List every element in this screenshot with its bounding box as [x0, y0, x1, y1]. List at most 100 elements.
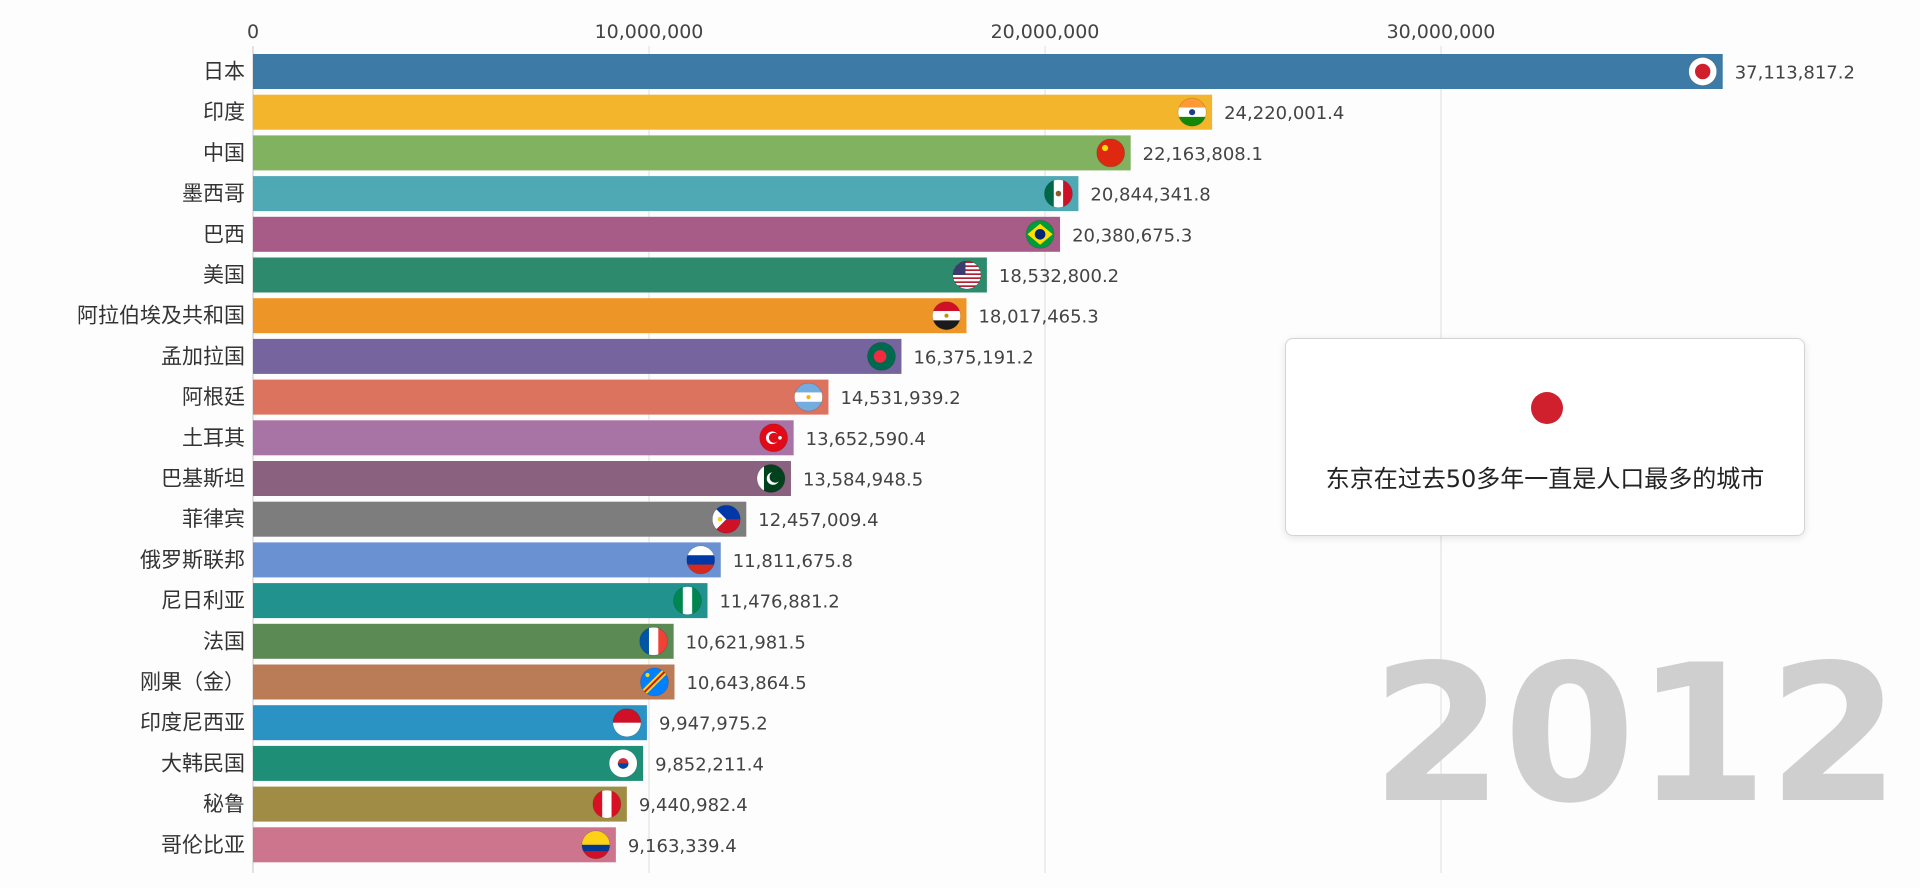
brazil-flag-icon: [1026, 220, 1055, 249]
mexico-flag-icon: [1044, 179, 1073, 208]
bar: [253, 705, 647, 741]
value-label: 37,113,817.2: [1735, 63, 1855, 84]
category-label: 菲律宾: [182, 507, 245, 531]
russia-flag-icon: [686, 545, 715, 574]
south-korea-flag-icon: [609, 749, 638, 778]
value-label: 11,476,881.2: [719, 592, 839, 613]
turkey-flag-icon: [759, 423, 788, 452]
flag-outline: [756, 464, 786, 493]
bar: [253, 623, 674, 659]
flag-outline: [1025, 219, 1055, 249]
x-tick-label: 10,000,000: [595, 21, 704, 43]
value-label: 9,947,975.2: [659, 714, 768, 735]
bars-layer: [253, 54, 1723, 863]
category-label: 印度: [203, 100, 245, 124]
category-label: 巴基斯坦: [161, 467, 245, 491]
value-label: 10,643,864.5: [686, 673, 806, 694]
value-label: 11,811,675.8: [733, 551, 853, 572]
category-label: 大韩民国: [161, 751, 245, 775]
indonesia-flag-icon: [612, 708, 641, 737]
flag-outline: [1177, 97, 1207, 127]
flag-outline: [639, 626, 669, 656]
flag-outline: [608, 749, 638, 778]
annotation-text: 东京在过去50多年一直是人口最多的城市: [1325, 465, 1765, 493]
category-label: 阿拉伯埃及共和国: [77, 304, 245, 328]
category-label: 印度尼西亚: [140, 711, 245, 735]
japan-flag-icon: [1531, 392, 1563, 424]
argentina-flag-icon: [794, 383, 823, 412]
value-label: 18,532,800.2: [999, 266, 1119, 287]
flag-outline: [867, 341, 896, 371]
flag-outline: [711, 504, 741, 534]
flag-outline: [1688, 57, 1718, 86]
flag-outline: [686, 545, 716, 575]
bar: [253, 338, 902, 374]
category-label: 阿根廷: [182, 385, 245, 409]
flag-outline: [952, 260, 982, 290]
x-tick-label: 0: [247, 21, 259, 43]
bar: [253, 461, 791, 496]
labels-layer: 日本 37,113,817.2 印度 24,220,001.4 中国 22,163,808…: [77, 60, 1855, 857]
peru-flag-icon: [592, 790, 621, 819]
bar: [253, 54, 1723, 89]
flag-outline: [640, 667, 669, 697]
flag-outline: [673, 586, 702, 615]
bangladesh-flag-icon: [867, 342, 896, 371]
x-tick-label: 20,000,000: [991, 21, 1100, 43]
bar: [253, 786, 627, 822]
flag-outline: [1044, 179, 1073, 209]
bar: [253, 216, 1061, 252]
bar: [253, 176, 1079, 212]
bar: [253, 379, 829, 415]
bar: [253, 420, 794, 456]
value-label: 20,844,341.8: [1090, 185, 1210, 206]
value-label: 20,380,675.3: [1072, 225, 1192, 246]
category-label: 中国: [203, 141, 245, 165]
annotation-card: 东京在过去50多年一直是人口最多的城市: [1285, 338, 1805, 536]
bar: [253, 257, 987, 293]
philippines-flag-icon: [712, 505, 741, 534]
bar: [253, 135, 1131, 171]
china-flag-icon: [1096, 138, 1125, 167]
bar: [253, 94, 1213, 130]
category-label: 土耳其: [182, 426, 245, 450]
category-label: 哥伦比亚: [161, 833, 245, 857]
category-label: 巴西: [203, 222, 245, 246]
india-flag-icon: [1178, 98, 1207, 127]
category-label: 俄罗斯联邦: [140, 548, 245, 572]
flag-outline: [581, 830, 611, 860]
japan-flag-icon: [1688, 57, 1717, 86]
category-label: 孟加拉国: [161, 344, 245, 368]
category-label: 尼日利亚: [161, 589, 245, 613]
dr-congo-flag-icon: [640, 668, 669, 696]
category-label: 法国: [203, 629, 245, 653]
x-tick-label: 30,000,000: [1387, 21, 1496, 43]
category-label: 美国: [203, 263, 245, 287]
category-label: 刚果（金）: [140, 670, 245, 694]
bar: [253, 542, 721, 578]
pakistan-flag-icon: [756, 464, 785, 493]
value-label: 24,220,001.4: [1224, 103, 1344, 124]
nigeria-flag-icon: [673, 586, 702, 615]
category-label: 秘鲁: [203, 792, 245, 816]
bar: [253, 827, 616, 863]
value-label: 9,163,339.4: [628, 836, 737, 857]
value-label: 16,375,191.2: [913, 347, 1033, 368]
value-label: 9,440,982.4: [639, 795, 748, 816]
colombia-flag-icon: [581, 830, 610, 859]
bar: [253, 583, 708, 619]
flag-outline: [932, 301, 961, 331]
france-flag-icon: [639, 627, 668, 656]
flag-outline: [759, 423, 789, 453]
flag-outline: [794, 382, 823, 412]
value-label: 9,852,211.4: [655, 754, 764, 775]
bar: [253, 298, 967, 334]
value-label: 22,163,808.1: [1143, 144, 1263, 165]
flag-outline: [592, 789, 622, 819]
bar: [253, 745, 644, 781]
category-label: 日本: [203, 60, 245, 84]
flag-outline: [1096, 138, 1126, 168]
bar: [253, 664, 675, 700]
value-label: 18,017,465.3: [978, 307, 1098, 328]
